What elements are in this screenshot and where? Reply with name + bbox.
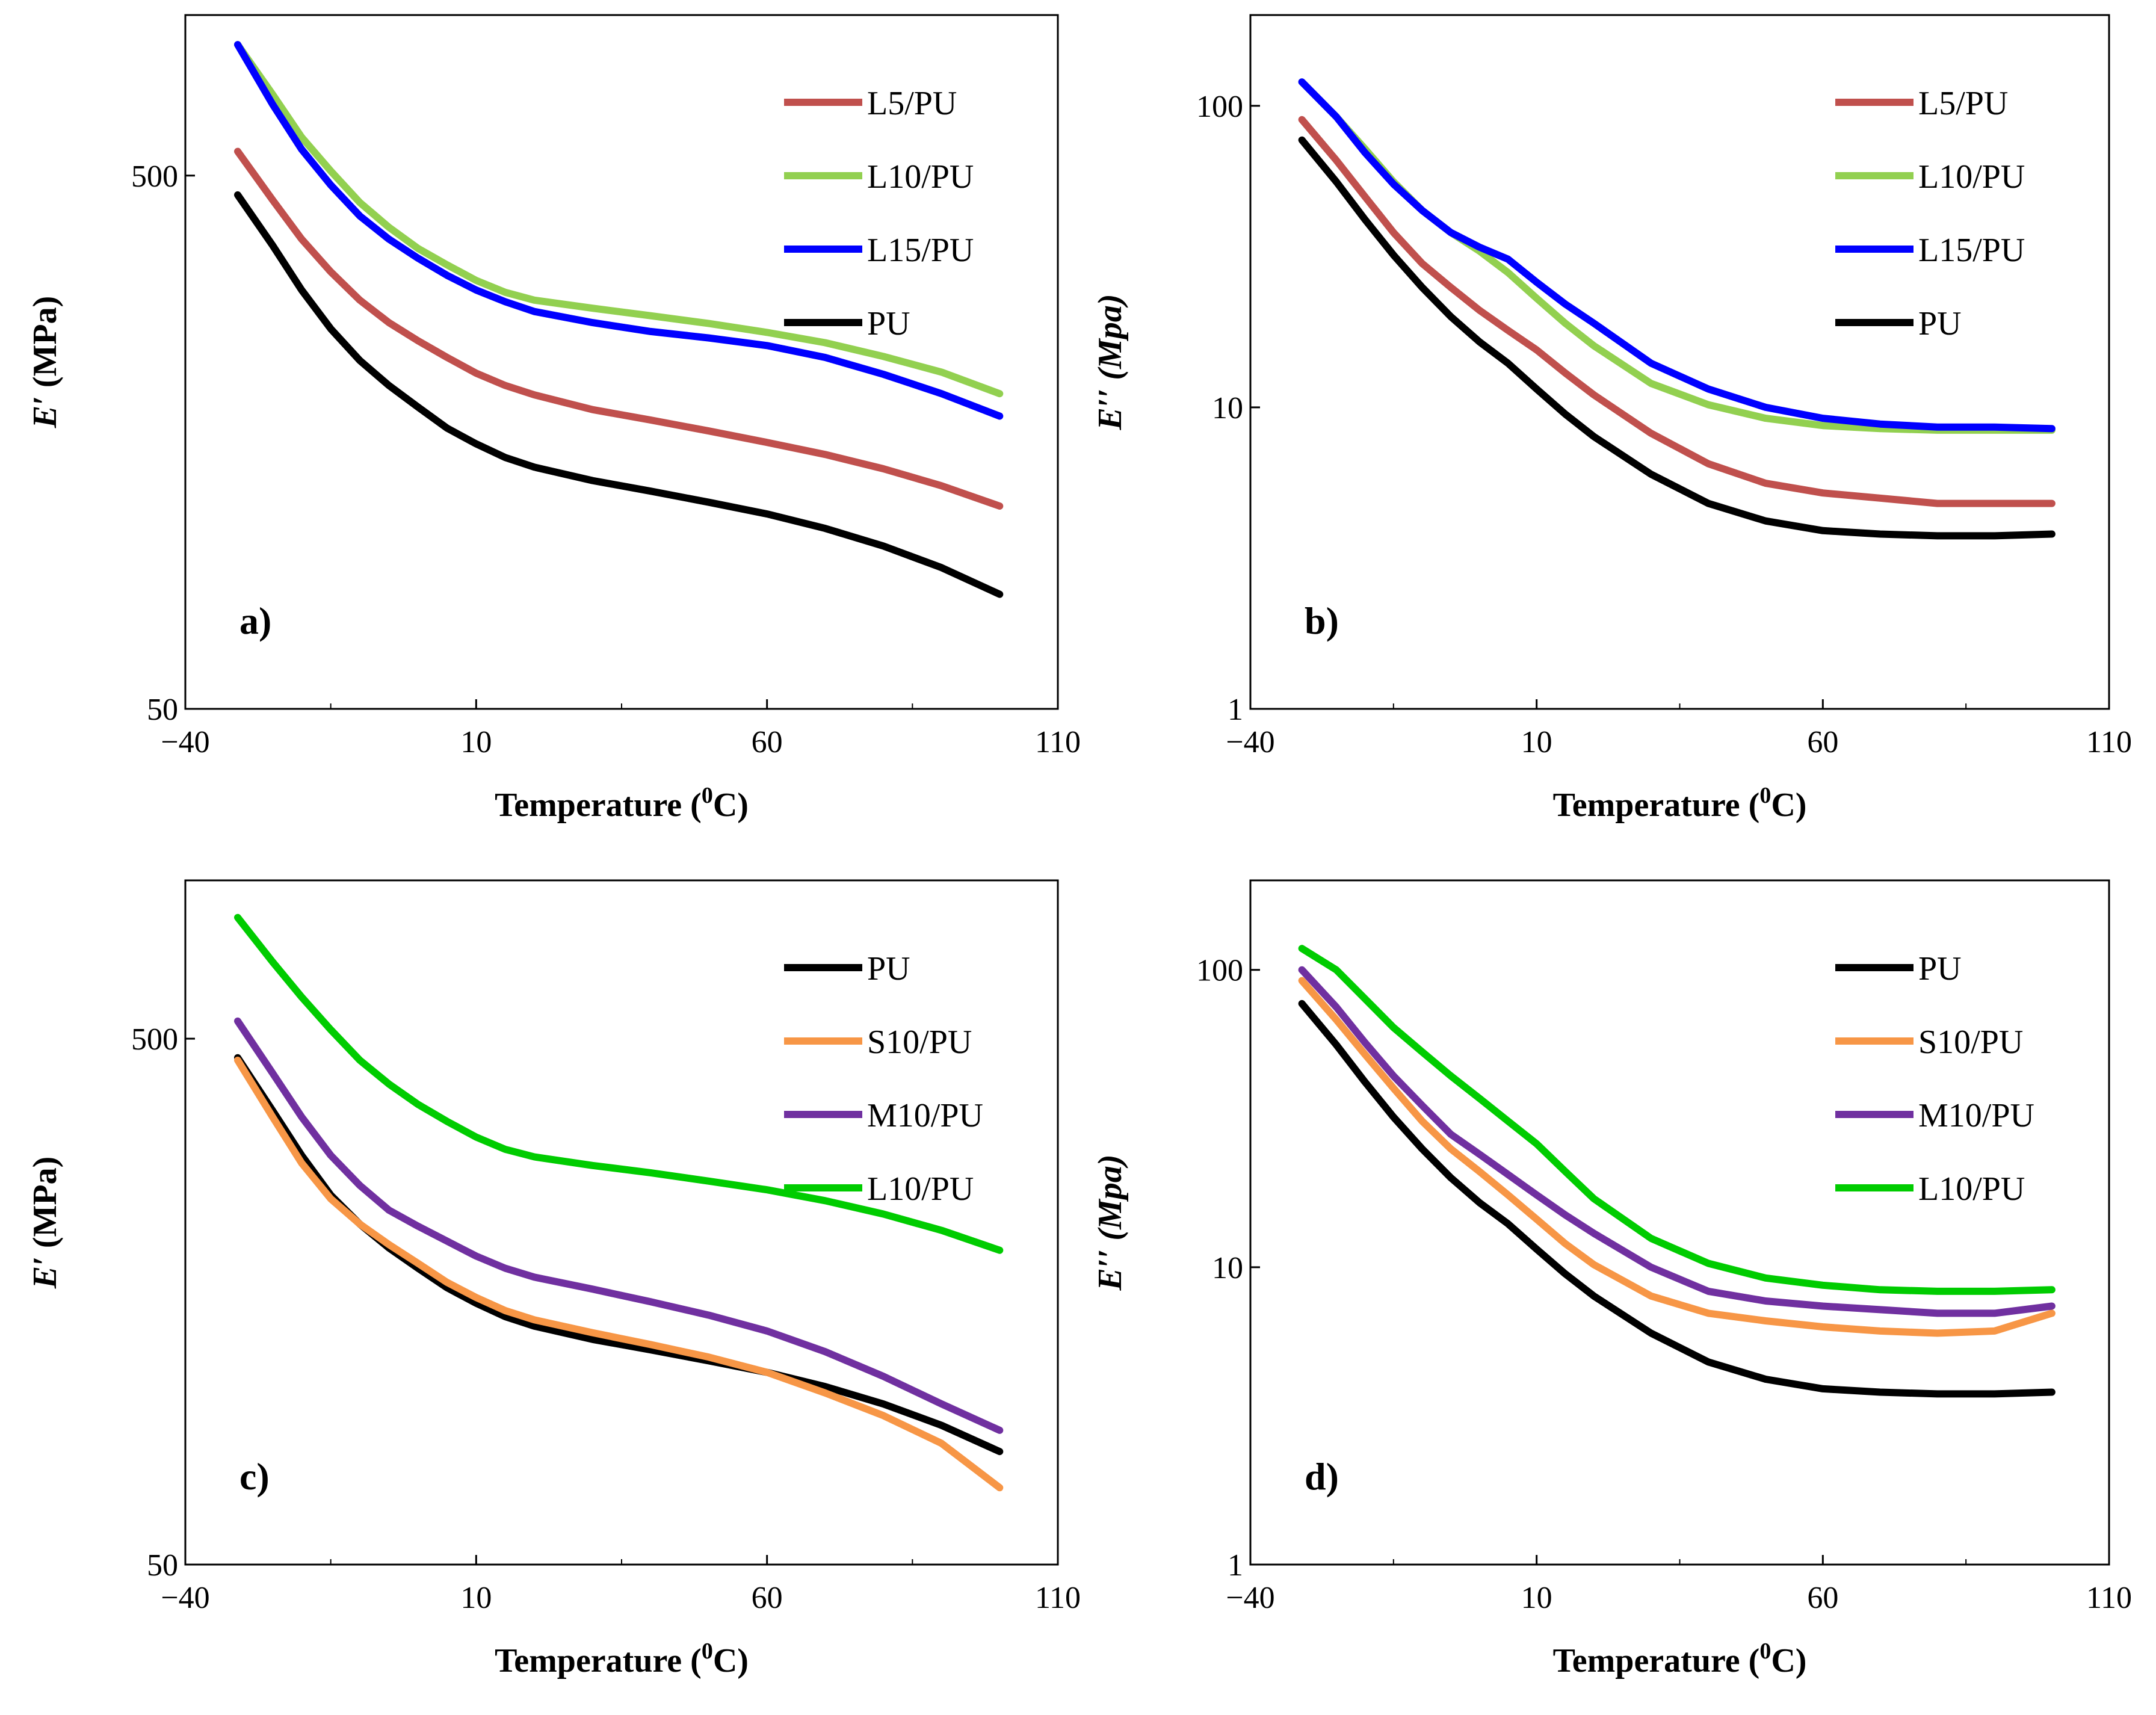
panel-label: d) [1305, 1455, 1339, 1498]
legend-label: L10/PU [1918, 158, 2025, 196]
series-line-s10-pu [1298, 977, 2056, 1337]
x-tick-label: 10 [460, 725, 492, 759]
series-line-l15-pu [1298, 78, 2056, 433]
legend-label: M10/PU [867, 1097, 983, 1134]
x-tick-label: 60 [1807, 1581, 1838, 1615]
series-line-pu [234, 191, 1004, 598]
series-line-l5-pu [234, 147, 1004, 510]
y-tick-label: 100 [1196, 954, 1243, 988]
panel-label: c) [239, 1455, 270, 1498]
legend-label: L10/PU [867, 158, 974, 196]
x-axis-title: Temperature (0C) [495, 1639, 749, 1679]
x-axis-title: Temperature (0C) [495, 783, 749, 824]
y-axis-title: E′ (MPa) [26, 296, 64, 428]
legend-label: PU [867, 305, 910, 342]
x-axis-title: Temperature (0C) [1553, 1639, 1807, 1679]
panel-label: b) [1305, 599, 1339, 642]
x-tick-label: 60 [752, 1581, 783, 1615]
y-tick-label: 500 [131, 159, 178, 194]
y-tick-label: 10 [1212, 391, 1243, 425]
plot-frame [184, 879, 1059, 1566]
legend-label: PU [1918, 950, 1962, 987]
y-tick-label: 10 [1212, 1251, 1243, 1285]
x-tick-label: 10 [1521, 1581, 1552, 1615]
x-tick-label: −40 [161, 1581, 209, 1615]
legend-label: PU [867, 950, 910, 987]
x-tick-label: 10 [460, 1581, 492, 1615]
legend-label: L5/PU [867, 85, 957, 122]
legend-label: S10/PU [867, 1024, 972, 1061]
legend-label: L10/PU [1918, 1170, 2025, 1208]
y-axis-title: E′′ (Mpa) [1092, 1155, 1129, 1291]
legend-label: L5/PU [1918, 85, 2008, 122]
series-line-l10-pu [1298, 945, 2056, 1295]
legend-label: S10/PU [1918, 1024, 2023, 1061]
x-tick-label: −40 [1226, 1581, 1274, 1615]
series-line-pu [1298, 136, 2056, 540]
x-tick-label: 110 [2086, 1581, 2132, 1615]
plot-frame [1249, 879, 2110, 1566]
panel-c: −40 10 60 110 50 500 Temperature (0C) E′ (MPa) P… [26, 879, 1081, 1679]
legend-label: L10/PU [867, 1170, 974, 1208]
x-tick-label: 10 [1521, 725, 1552, 759]
panel-label: a) [239, 599, 271, 642]
series-line-l10-pu [234, 41, 1004, 398]
legend-label: L15/PU [1918, 232, 2025, 269]
x-tick-label: 110 [2086, 725, 2132, 759]
x-tick-label: 110 [1035, 1581, 1081, 1615]
y-axis-title: E′ (MPa) [26, 1157, 64, 1289]
panel-a: −40 10 60 110 50 500 Temperature (0C) E′ (MPa) L… [26, 14, 1081, 824]
legend-label: PU [1918, 305, 1962, 342]
y-tick-label: 100 [1196, 90, 1243, 124]
x-tick-label: 110 [1035, 725, 1081, 759]
series-line-m10-pu [234, 1017, 1004, 1434]
y-tick-label: 50 [147, 1548, 178, 1583]
x-axis-title: Temperature (0C) [1553, 783, 1807, 824]
series-line-l5-pu [1298, 116, 2056, 507]
y-axis-title: E′′ (Mpa) [1092, 294, 1129, 431]
series-line-s10-pu [234, 1056, 1004, 1492]
x-tick-label: 60 [752, 725, 783, 759]
x-tick-label: −40 [1226, 725, 1274, 759]
legend-label: L15/PU [867, 232, 974, 269]
y-tick-label: 500 [131, 1022, 178, 1057]
y-tick-label: 1 [1228, 1548, 1243, 1583]
series-line-m10-pu [1298, 966, 2056, 1317]
x-tick-label: 60 [1807, 725, 1838, 759]
series-line-l15-pu [234, 41, 1004, 420]
series-line-pu [1298, 1000, 2056, 1398]
y-tick-label: 50 [147, 693, 178, 727]
x-tick-label: −40 [161, 725, 209, 759]
legend-label: M10/PU [1918, 1097, 2034, 1134]
series-line-l10-pu [234, 913, 1004, 1254]
y-tick-label: 1 [1228, 693, 1243, 727]
